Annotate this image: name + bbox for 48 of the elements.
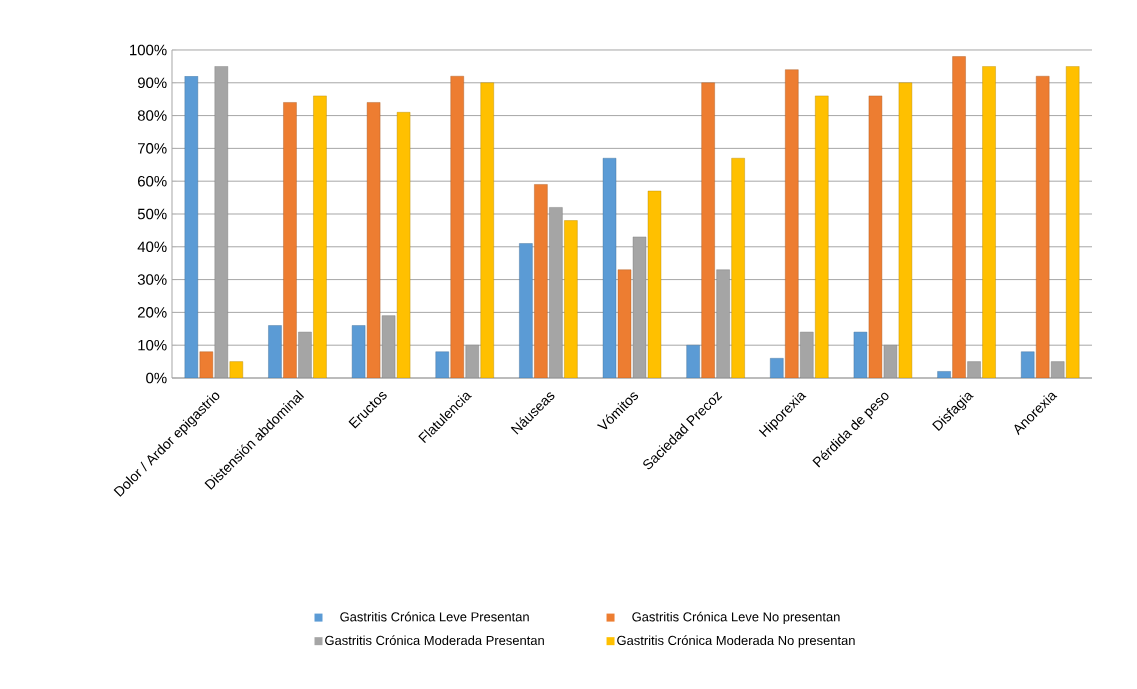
bar — [351, 325, 366, 378]
y-tick-label: 100% — [130, 44, 167, 56]
y-tick-label: 40% — [137, 241, 167, 253]
bar — [199, 351, 214, 378]
bar — [815, 95, 829, 378]
y-tick-label: 70% — [138, 143, 167, 154]
bar — [853, 331, 868, 378]
bar — [366, 102, 381, 378]
bar — [785, 69, 799, 378]
bar — [1036, 76, 1050, 378]
bar — [770, 358, 784, 378]
bar — [1065, 66, 1080, 378]
y-tick-label: 90% — [137, 77, 167, 89]
bar — [952, 56, 966, 378]
y-tick-label: 80% — [137, 110, 167, 121]
bar — [1021, 351, 1035, 378]
y-tick-label: 60% — [138, 175, 167, 187]
legend-label: Gastritis Crónica Leve Presentan — [340, 611, 529, 622]
bar — [313, 95, 327, 378]
bar — [937, 371, 951, 378]
bar — [982, 66, 996, 378]
bar — [731, 158, 745, 378]
bar — [868, 95, 883, 378]
y-tick-label: 20% — [138, 307, 167, 318]
bar — [686, 344, 700, 378]
bar — [602, 158, 617, 378]
legend-label: Gastritis Crónica Leve No presentan — [632, 611, 840, 624]
bar — [435, 351, 449, 378]
bar — [283, 102, 297, 378]
bar — [564, 220, 578, 378]
y-tick-label: 10% — [138, 339, 167, 351]
bar — [519, 243, 533, 378]
y-tick-label: 50% — [137, 208, 167, 220]
bar — [534, 184, 548, 378]
bar — [617, 269, 632, 378]
bar — [184, 76, 199, 378]
bar — [480, 82, 494, 378]
bar — [647, 190, 662, 378]
y-tick-label: 0% — [146, 372, 167, 384]
bar — [701, 82, 715, 378]
bar — [396, 112, 411, 378]
bar — [898, 82, 913, 378]
legend-label: Gastritis Crónica Moderada Presentan — [325, 635, 544, 646]
bar — [229, 361, 244, 378]
y-tick-label: 30% — [137, 274, 167, 285]
legend-label: Gastritis Crónica Moderada No presentan — [617, 635, 855, 648]
bar — [450, 76, 464, 378]
bar — [268, 325, 282, 378]
